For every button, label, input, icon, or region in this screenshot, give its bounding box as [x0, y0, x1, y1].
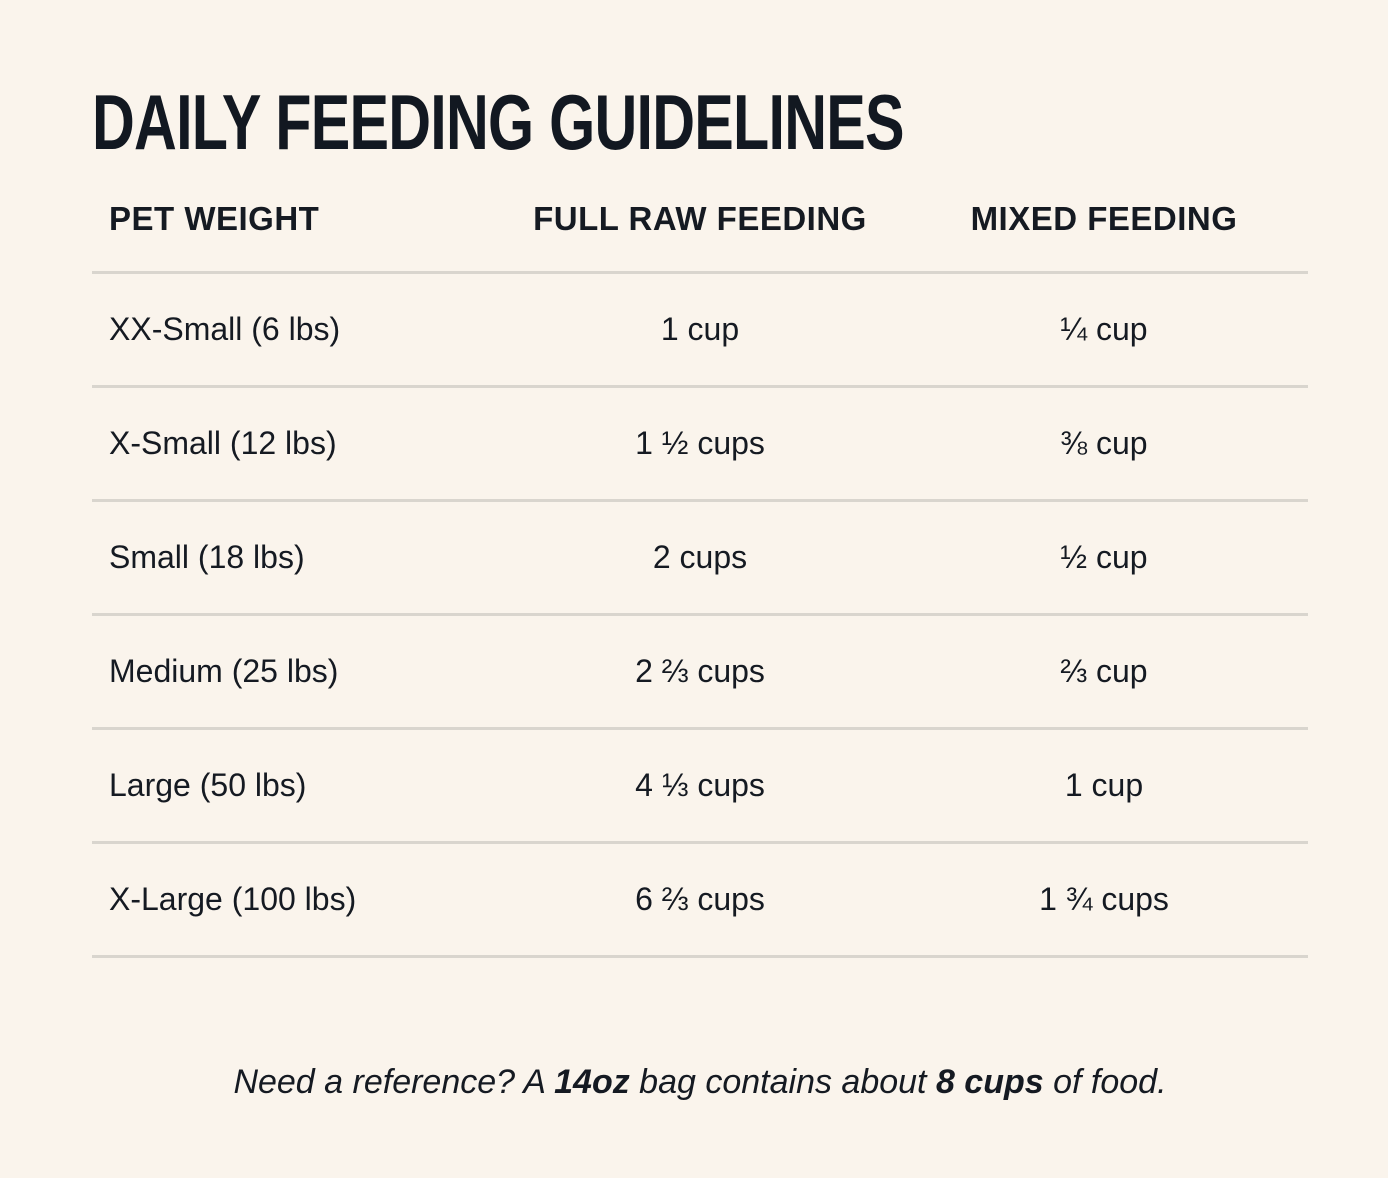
column-header-pet-weight: PET WEIGHT	[109, 200, 320, 237]
table-row: XX-Small (6 lbs) 1 cup ¼ cup	[92, 274, 1308, 388]
mixed-feeding-cell: ¼ cup	[1060, 311, 1148, 347]
table-header-row: PET WEIGHT FULL RAW FEEDING MIXED FEEDIN…	[92, 160, 1308, 274]
table-row: Small (18 lbs) 2 cups ½ cup	[92, 502, 1308, 616]
pet-weight-cell: Medium (25 lbs)	[109, 653, 339, 689]
pet-weight-cell: X-Large (100 lbs)	[109, 881, 357, 917]
full-raw-feeding-cell: 1 ½ cups	[635, 425, 765, 461]
pet-weight-cell: X-Small (12 lbs)	[109, 425, 337, 461]
column-header-full-raw-feeding: FULL RAW FEEDING	[533, 200, 867, 237]
table-row: Medium (25 lbs) 2 ⅔ cups ⅔ cup	[92, 616, 1308, 730]
column-header-mixed-feeding: MIXED FEEDING	[970, 200, 1238, 237]
note-text: Need a reference? A	[233, 1063, 555, 1101]
mixed-feeding-cell: ⅔ cup	[1060, 653, 1148, 689]
page-title: DAILY FEEDING GUIDELINES	[92, 78, 905, 166]
feeding-guidelines-card: DAILY FEEDING GUIDELINES PET WEIGHT FULL…	[92, 0, 1308, 1178]
full-raw-feeding-cell: 6 ⅔ cups	[635, 881, 765, 917]
note-text: bag contains about	[629, 1063, 936, 1101]
table-row: Large (50 lbs) 4 ⅓ cups 1 cup	[92, 730, 1308, 844]
mixed-feeding-cell: ⅜ cup	[1060, 425, 1148, 461]
pet-weight-cell: Large (50 lbs)	[109, 767, 307, 803]
full-raw-feeding-cell: 2 cups	[652, 539, 748, 575]
bag-size: 14oz	[554, 1063, 630, 1101]
table-row: X-Large (100 lbs) 6 ⅔ cups 1 ¾ cups	[92, 844, 1308, 958]
mixed-feeding-cell: 1 ¾ cups	[1039, 881, 1169, 917]
mixed-feeding-cell: 1 cup	[1064, 767, 1144, 803]
pet-weight-cell: XX-Small (6 lbs)	[109, 311, 341, 347]
pet-weight-cell: Small (18 lbs)	[109, 539, 305, 575]
table-row: X-Small (12 lbs) 1 ½ cups ⅜ cup	[92, 388, 1308, 502]
reference-note: Need a reference? A 14oz bag contains ab…	[92, 1060, 1308, 1104]
full-raw-feeding-cell: 4 ⅓ cups	[635, 767, 765, 803]
feeding-table: PET WEIGHT FULL RAW FEEDING MIXED FEEDIN…	[92, 160, 1308, 958]
full-raw-feeding-cell: 2 ⅔ cups	[635, 653, 765, 689]
mixed-feeding-cell: ½ cup	[1060, 539, 1148, 575]
note-text: of food.	[1043, 1063, 1167, 1101]
full-raw-feeding-cell: 1 cup	[660, 311, 740, 347]
cup-count: 8 cups	[935, 1063, 1044, 1101]
